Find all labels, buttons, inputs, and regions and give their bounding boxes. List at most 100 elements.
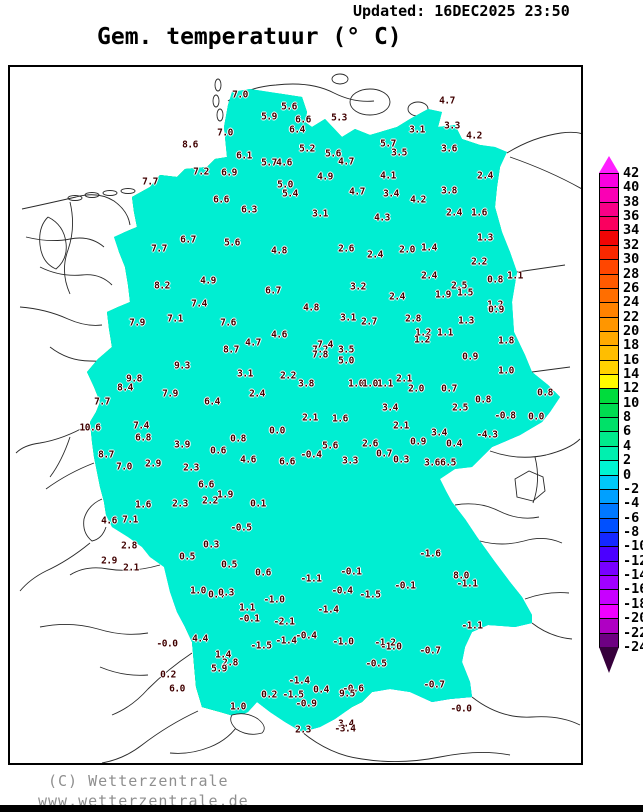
colorbar: 42 40 38 36 34 32 30 28 26 24 22 20 18 16 14 12 10 8 6 4 2 0-… bbox=[599, 156, 643, 676]
temp-value-label: -1.4 bbox=[317, 604, 339, 616]
temp-value-label: 0.5 bbox=[221, 559, 237, 571]
temp-value-label: 1.5 bbox=[457, 287, 473, 299]
temp-value-label: 9.8 bbox=[126, 373, 142, 385]
temp-value-label: 4.3 bbox=[374, 212, 390, 224]
temp-value-label: 5.7 bbox=[380, 138, 396, 150]
temp-value-label: -0.5 bbox=[365, 658, 387, 670]
temp-value-label: 6.1 bbox=[236, 150, 252, 162]
colorbar-cell bbox=[599, 201, 619, 218]
colorbar-cell bbox=[599, 488, 619, 505]
colorbar-tick-label: 36 bbox=[623, 208, 640, 225]
temp-value-label: 2.4 bbox=[421, 270, 437, 282]
temp-value-label: 3.4 bbox=[338, 718, 354, 730]
temp-value-label: 4.2 bbox=[410, 194, 426, 206]
temp-value-label: -1.1 bbox=[300, 573, 322, 585]
temp-value-label: 3.4 bbox=[383, 188, 399, 200]
temp-value-label: 0.0 bbox=[269, 425, 285, 437]
temp-value-label: 5.6 bbox=[322, 440, 338, 452]
temp-value-label: 9.5 bbox=[339, 688, 355, 700]
colorbar-tick-label: 10 bbox=[623, 394, 640, 411]
temp-value-label: -1.0 bbox=[380, 641, 402, 653]
temp-labels-layer: 7.0 5.6 5.9 6.6 5.3 7.0 6.4 8.6 7.2 6.1 5.7 4.6 5.2 5… bbox=[10, 67, 581, 763]
temp-value-label: 3.4 bbox=[382, 402, 398, 414]
colorbar-cell bbox=[599, 632, 619, 648]
temp-value-label: 2.3 bbox=[172, 498, 188, 510]
temp-value-label: 1.9 bbox=[435, 289, 451, 301]
temp-value-label: 1.4 bbox=[421, 242, 437, 254]
updated-label: Updated: bbox=[353, 2, 426, 20]
updated-spacer bbox=[425, 2, 434, 20]
temp-value-label: 0.0 bbox=[528, 411, 544, 423]
colorbar-tick-label: 32 bbox=[623, 236, 640, 253]
colorbar-tick-label: 12 bbox=[623, 380, 640, 397]
temp-value-label: 0.8 bbox=[537, 387, 553, 399]
temp-value-label: -1.1 bbox=[461, 620, 483, 632]
temp-value-label: 4.7 bbox=[338, 156, 354, 168]
colorbar-tick-label: 24 bbox=[623, 294, 640, 311]
temp-value-label: 2.7 bbox=[361, 316, 377, 328]
colorbar-cell bbox=[599, 273, 619, 289]
colorbar-tick-label: -12 bbox=[623, 552, 643, 569]
temp-value-label: 6.7 bbox=[180, 234, 196, 246]
temp-value-label: 4.6 bbox=[271, 329, 287, 341]
temp-value-label: 3.5 bbox=[338, 344, 354, 356]
temp-value-label: 0.9 bbox=[410, 436, 426, 448]
temp-value-label: -1.5 bbox=[359, 589, 381, 601]
colorbar-tick-label: -4 bbox=[623, 495, 640, 512]
temp-value-label: -4.3 bbox=[476, 429, 498, 441]
colorbar-tick-label: 20 bbox=[623, 322, 640, 339]
temp-value-label: 2.8 bbox=[405, 313, 421, 325]
colorbar-bottom-arrow-icon bbox=[599, 646, 619, 673]
temp-value-label: 4.2 bbox=[466, 130, 482, 142]
colorbar-cell bbox=[599, 546, 619, 562]
temp-value-label: -1.0 bbox=[332, 636, 354, 648]
temp-value-label: 7.4 bbox=[317, 339, 333, 351]
temp-value-label: 2.4 bbox=[477, 170, 493, 182]
temp-value-label: 0.6 bbox=[210, 445, 226, 457]
colorbar-tick-label: 40 bbox=[623, 179, 640, 196]
temp-value-label: -0.1 bbox=[238, 613, 260, 625]
temp-value-label: 2.6 bbox=[362, 438, 378, 450]
temp-value-label: 5.3 bbox=[331, 112, 347, 124]
colorbar-cell bbox=[599, 259, 619, 275]
temp-value-label: 7.9 bbox=[162, 388, 178, 400]
temp-value-label: 3.1 bbox=[237, 368, 253, 380]
temp-value-label: 6.3 bbox=[241, 204, 257, 216]
colorbar-tick-label: 2 bbox=[623, 452, 632, 469]
colorbar-cell bbox=[599, 618, 619, 634]
temp-value-label: -0.1 bbox=[394, 580, 416, 592]
colorbar-cell bbox=[599, 417, 619, 433]
temp-value-label: 0.2 bbox=[261, 689, 277, 701]
colorbar-tick-label: -20 bbox=[623, 610, 643, 627]
colorbar-tick-label: -14 bbox=[623, 567, 643, 584]
temp-value-label: 0.2 bbox=[160, 669, 176, 681]
temp-value-label: -0.9 bbox=[295, 698, 317, 710]
temp-value-label: -1.0 bbox=[263, 594, 285, 606]
colorbar-cell bbox=[599, 230, 619, 246]
colorbar-cell bbox=[599, 173, 619, 189]
temp-value-label: -1.4 bbox=[288, 675, 310, 687]
colorbar-tick-label: -24 bbox=[623, 638, 643, 655]
temp-value-label: 3.6 bbox=[424, 457, 440, 469]
temp-value-label: 2.2 bbox=[280, 370, 296, 382]
temp-value-label: 1.0 bbox=[348, 378, 364, 390]
temp-value-label: 2.1 bbox=[123, 562, 139, 574]
temp-value-label: 3.1 bbox=[340, 312, 356, 324]
temp-value-label: 2.8 bbox=[121, 540, 137, 552]
temp-value-label: 2.8 bbox=[222, 657, 238, 669]
colorbar-cell bbox=[599, 216, 619, 232]
temp-value-label: 7.4 bbox=[133, 420, 149, 432]
temp-value-label: 2.3 bbox=[295, 724, 311, 736]
temp-value-label: 0.3 bbox=[218, 587, 234, 599]
temp-value-label: 6.9 bbox=[221, 167, 237, 179]
temp-value-label: 2.2 bbox=[471, 256, 487, 268]
temp-value-label: 2.1 bbox=[396, 373, 412, 385]
temp-value-label: 0.3 bbox=[203, 539, 219, 551]
temp-value-label: 5.2 bbox=[299, 143, 315, 155]
temp-value-label: 1.8 bbox=[498, 335, 514, 347]
temp-value-label: 5.0 bbox=[338, 355, 354, 367]
temp-value-label: 6.4 bbox=[289, 124, 305, 136]
temp-value-label: 2.0 bbox=[399, 244, 415, 256]
temp-value-label: 5.6 bbox=[325, 148, 341, 160]
